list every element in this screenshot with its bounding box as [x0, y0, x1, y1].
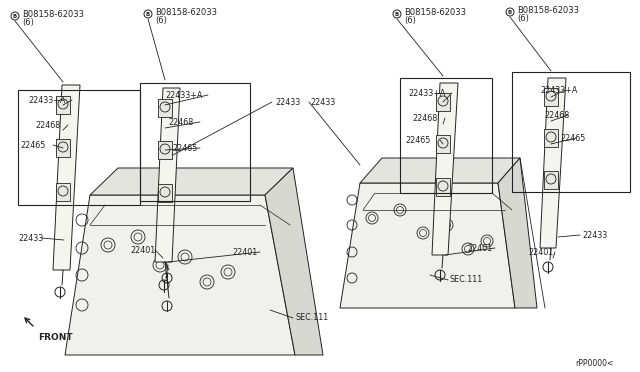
- Text: 22401: 22401: [130, 246, 156, 254]
- Bar: [436, 178, 450, 196]
- Bar: [544, 88, 558, 106]
- Text: 22433: 22433: [310, 97, 335, 106]
- Text: 22433+A: 22433+A: [165, 90, 202, 99]
- Text: 22401: 22401: [467, 244, 492, 253]
- Text: 22468: 22468: [35, 121, 60, 129]
- Text: 22433: 22433: [275, 97, 300, 106]
- Bar: [18, 90, 140, 205]
- Bar: [56, 183, 70, 201]
- Text: B: B: [146, 12, 150, 16]
- Bar: [56, 96, 70, 114]
- Polygon shape: [498, 158, 537, 308]
- Text: B08158-62033: B08158-62033: [404, 7, 466, 16]
- Text: 22465: 22465: [560, 134, 586, 142]
- Text: SEC.111: SEC.111: [450, 276, 483, 285]
- Text: 22468: 22468: [544, 110, 569, 119]
- Polygon shape: [65, 195, 295, 355]
- Text: 22433+A: 22433+A: [408, 89, 445, 97]
- Bar: [158, 141, 172, 159]
- Text: B08158-62033: B08158-62033: [517, 6, 579, 15]
- Polygon shape: [265, 168, 323, 355]
- Text: 22401: 22401: [232, 247, 257, 257]
- Text: 22433: 22433: [582, 231, 607, 240]
- Text: (6): (6): [404, 16, 416, 25]
- Text: (6): (6): [22, 17, 34, 26]
- Bar: [56, 139, 70, 157]
- Bar: [512, 72, 630, 192]
- Bar: [158, 99, 172, 117]
- Text: SEC.111: SEC.111: [295, 314, 328, 323]
- Text: 22433+A: 22433+A: [28, 96, 65, 105]
- Text: 22401: 22401: [528, 247, 553, 257]
- Text: (6): (6): [517, 13, 529, 22]
- Polygon shape: [340, 183, 515, 308]
- Polygon shape: [432, 83, 458, 255]
- Text: 22468: 22468: [412, 113, 437, 122]
- Text: 22433: 22433: [18, 234, 44, 243]
- Bar: [436, 93, 450, 111]
- Polygon shape: [155, 88, 180, 262]
- Text: B: B: [13, 13, 17, 19]
- Text: 22465: 22465: [20, 141, 45, 150]
- Bar: [158, 184, 172, 202]
- Polygon shape: [540, 78, 566, 248]
- Polygon shape: [53, 85, 80, 270]
- Text: 22465: 22465: [172, 144, 197, 153]
- Text: FRONT: FRONT: [38, 333, 72, 341]
- Bar: [400, 78, 492, 193]
- Text: (6): (6): [155, 16, 167, 25]
- Bar: [140, 83, 250, 201]
- Bar: [544, 171, 558, 189]
- Text: 22468: 22468: [168, 118, 193, 126]
- Polygon shape: [360, 158, 520, 183]
- Text: B: B: [395, 12, 399, 16]
- Text: 22433+A: 22433+A: [540, 86, 577, 94]
- Text: B08158-62033: B08158-62033: [22, 10, 84, 19]
- Text: B08158-62033: B08158-62033: [155, 7, 217, 16]
- Text: B: B: [508, 10, 512, 15]
- Bar: [544, 129, 558, 147]
- Text: 22465: 22465: [405, 135, 430, 144]
- Text: rPP0000<: rPP0000<: [575, 359, 613, 369]
- Bar: [436, 135, 450, 153]
- Polygon shape: [90, 168, 293, 195]
